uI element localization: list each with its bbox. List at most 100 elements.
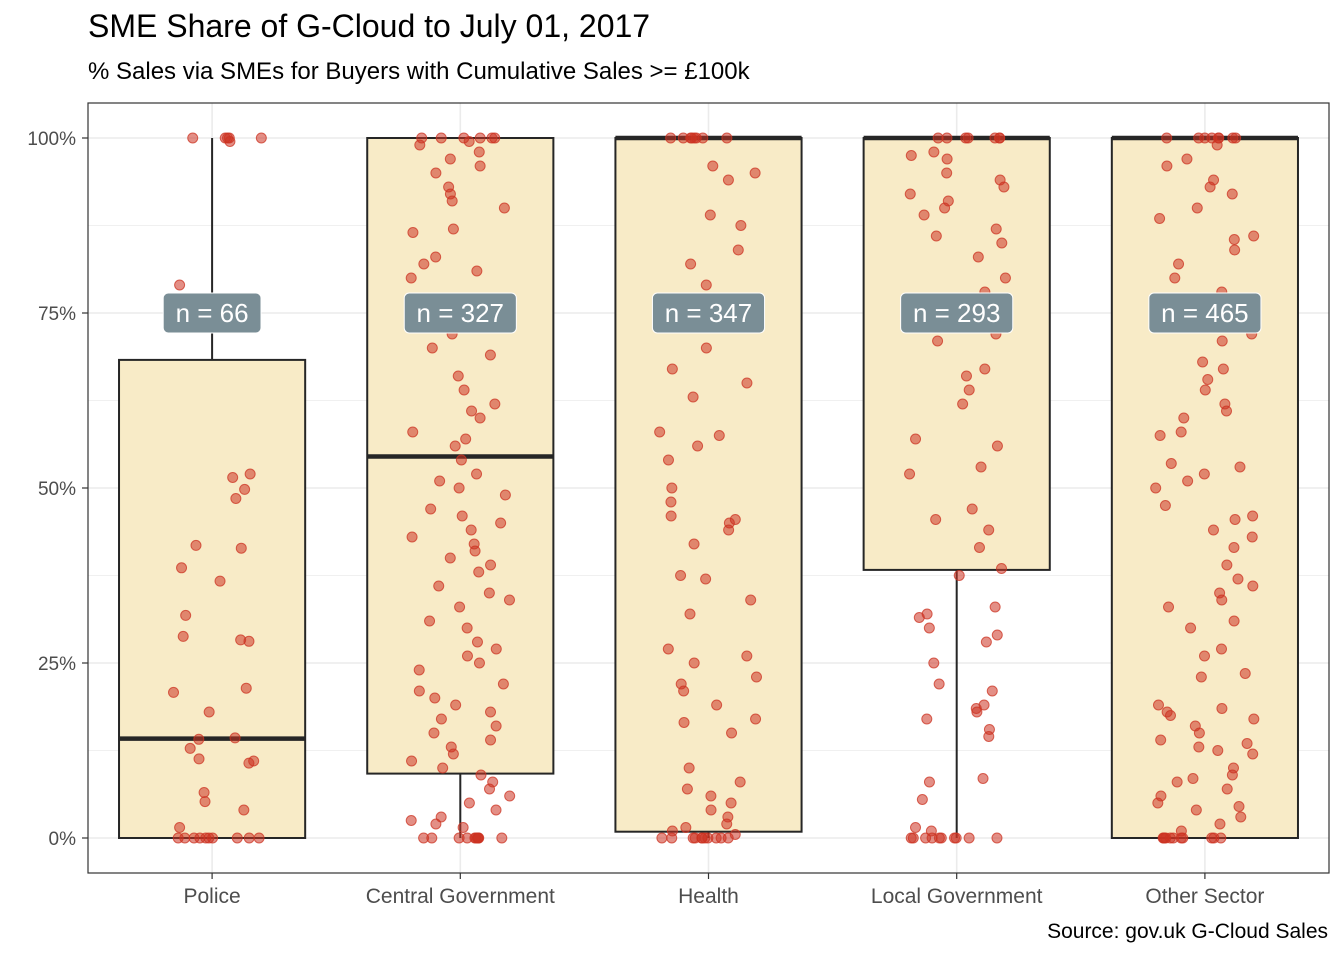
data-point [1154, 213, 1166, 224]
data-point [176, 562, 188, 574]
data-point [461, 650, 473, 662]
data-point [489, 398, 501, 410]
data-point [243, 757, 255, 769]
data-point [1247, 580, 1259, 592]
data-point [255, 132, 267, 144]
data-point [405, 815, 417, 826]
data-point [704, 209, 716, 221]
data-point [665, 132, 677, 144]
count-label-box [900, 292, 1014, 334]
data-point [425, 503, 437, 515]
data-point [962, 132, 974, 144]
data-point [941, 132, 953, 144]
data-point [725, 797, 737, 809]
data-point [455, 454, 467, 466]
point-layer [168, 132, 1260, 844]
count-label-layer: n = 66 n = 327 n = 347 n = 293 n = 465 [162, 292, 1262, 334]
data-point [722, 174, 734, 186]
data-point [465, 524, 477, 536]
y-tick-label: 0% [49, 829, 77, 850]
data-point [1197, 356, 1209, 368]
data-point [1211, 139, 1223, 151]
data-point [1234, 461, 1246, 473]
data-point [235, 542, 247, 554]
data-point [950, 832, 962, 844]
data-point [1154, 430, 1166, 441]
data-point [750, 671, 762, 683]
data-point [1214, 818, 1226, 830]
data-point [683, 762, 695, 774]
data-point [471, 265, 483, 277]
data-point [177, 630, 189, 642]
count-label-box [162, 292, 262, 334]
data-point [187, 132, 199, 144]
x-tick-label: Local Government [871, 885, 1043, 908]
data-point [1204, 181, 1216, 193]
data-point [1207, 524, 1219, 536]
data-point [444, 153, 456, 165]
data-point [710, 832, 722, 844]
data-point [905, 150, 917, 161]
axis-layer: 0% 25% 50% 75% 100% Police Central Government H… [27, 129, 1264, 908]
data-point [979, 363, 991, 375]
data-point [999, 272, 1011, 284]
y-tick-label: 50% [38, 479, 76, 500]
data-point [418, 258, 430, 270]
data-point [463, 136, 475, 147]
data-point [433, 580, 445, 592]
data-point [1160, 832, 1172, 844]
data-point [654, 426, 666, 438]
data-point [193, 753, 205, 765]
data-point [923, 622, 935, 634]
count-label: n = 465 [1161, 298, 1248, 328]
data-point [1229, 244, 1241, 256]
data-point [705, 804, 717, 816]
data-point [989, 601, 1001, 613]
data-point [923, 776, 935, 788]
data-point [1206, 832, 1218, 844]
data-point [203, 706, 215, 718]
data-point [435, 132, 447, 144]
data-point [705, 790, 717, 802]
count-label-box [651, 292, 766, 334]
data-point [1181, 153, 1193, 165]
data-point [910, 822, 922, 833]
data-point [926, 832, 938, 844]
data-point [991, 832, 1003, 844]
data-point [910, 433, 922, 445]
data-point [1175, 426, 1187, 438]
data-point [174, 822, 186, 833]
data-point [1193, 727, 1205, 739]
data-point [1216, 335, 1228, 347]
data-point [244, 468, 256, 480]
data-point [665, 496, 677, 508]
data-point [723, 524, 735, 536]
data-point [457, 822, 469, 833]
data-point [193, 733, 205, 745]
data-point [496, 832, 508, 844]
data-point [490, 804, 502, 816]
data-point [414, 139, 426, 151]
data-point [932, 335, 944, 347]
data-point [928, 657, 940, 669]
data-point [749, 167, 761, 179]
box [614, 137, 803, 833]
data-point [473, 146, 485, 158]
data-point [1198, 468, 1210, 480]
data-point [918, 209, 930, 221]
data-point [435, 713, 447, 725]
data-point [685, 258, 697, 270]
data-point [483, 587, 495, 599]
data-point [1171, 776, 1183, 788]
data-point [179, 832, 191, 844]
data-point [430, 167, 442, 179]
data-point [238, 804, 250, 816]
data-point [1221, 783, 1233, 795]
data-point [1178, 412, 1190, 424]
data-point [413, 685, 425, 697]
data-point [1216, 703, 1228, 714]
data-point [711, 699, 723, 711]
data-point [1182, 475, 1194, 487]
data-point [484, 783, 496, 795]
